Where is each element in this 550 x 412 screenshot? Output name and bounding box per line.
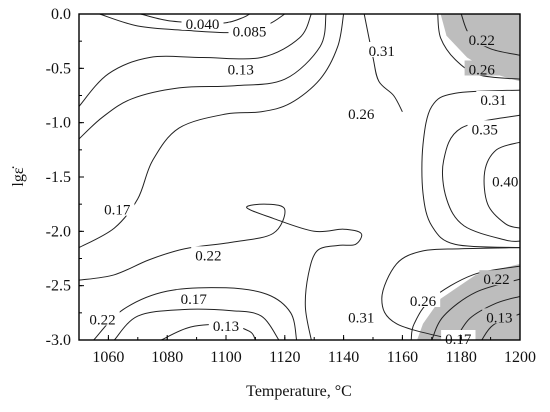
y-tick-label: -1.5: [46, 169, 71, 186]
y-axis: 0.0 -0.5 -1.0 -1.5 -2.0 -2.5 -3.0: [46, 6, 84, 349]
contour-line: [421, 89, 521, 249]
x-tick-label: 1080: [151, 349, 183, 366]
contour-label-bg: [228, 22, 271, 38]
contour-label-bg: [176, 289, 211, 305]
contour-label: 0.26: [410, 294, 437, 310]
contour-labels: 0.040 0.085 0.13 0.31 0.22 0.26 0.31 0.26 0.35 0.…: [85, 14, 523, 348]
contour-label-bg: [464, 31, 499, 47]
contour-label-bg: [405, 292, 441, 307]
y-tick-label: -2.0: [46, 223, 71, 240]
contour-label: 0.13: [486, 310, 512, 326]
y-tick-label: 0.0: [51, 6, 71, 23]
contour-label-bg: [441, 330, 476, 345]
contour-label: 0.17: [104, 203, 131, 219]
contour-label-bg: [479, 270, 514, 286]
y-tick-label: -3.0: [46, 332, 71, 349]
contour-label-bg: [181, 14, 224, 30]
contour-line: [113, 308, 280, 341]
contour-label-bg: [476, 90, 511, 106]
contour-line: [483, 141, 521, 229]
contour-label-bg: [344, 105, 379, 121]
contour-line: [437, 13, 521, 80]
contour-line: [442, 114, 521, 242]
contour-label: 0.085: [233, 25, 267, 41]
x-tick-label: 1120: [269, 349, 300, 366]
contour-label-bg: [208, 317, 244, 332]
contour-label-bg: [191, 246, 226, 262]
x-tick-label: 1140: [328, 349, 359, 366]
y-axis-title: lgε̇: [10, 166, 27, 186]
y-tick-label: -2.5: [46, 278, 71, 295]
contour-label-bg: [467, 120, 502, 136]
contour-lines: [78, 13, 521, 341]
contour-label-bg: [85, 310, 120, 326]
contour-label-bg: [488, 172, 523, 188]
contour-line: [78, 13, 312, 107]
x-axis-title: Temperature, °C: [246, 383, 352, 400]
contour-line: [381, 247, 521, 341]
contour-label: 0.040: [186, 17, 220, 33]
contour-label: 0.31: [348, 310, 374, 326]
contour-label: 0.31: [369, 44, 395, 60]
contour-line: [78, 13, 327, 140]
contour-line: [93, 287, 298, 341]
contour-label: 0.13: [228, 63, 254, 79]
contour-line: [78, 203, 363, 341]
contour-label: 0.31: [480, 93, 506, 109]
contour-label: 0.22: [469, 33, 495, 49]
contour-label: 0.22: [195, 248, 221, 264]
contour-label-bg: [464, 60, 499, 76]
contour-line: [363, 13, 403, 113]
x-tick-label: 1200: [504, 349, 536, 366]
x-tick-label: 1160: [387, 349, 418, 366]
x-tick-label: 1060: [92, 349, 124, 366]
contour-label: 0.17: [181, 292, 208, 308]
x-tick-label: 1100: [210, 349, 241, 366]
contour-label-bg: [364, 42, 399, 57]
contour-label-bg: [223, 60, 258, 76]
x-tick-label: 1180: [445, 349, 476, 366]
contour-label: 0.35: [472, 122, 498, 138]
y-tick-label: -1.0: [46, 115, 71, 132]
contour-label: 0.22: [89, 312, 115, 328]
contour-label-bg: [100, 200, 135, 216]
shaded-region-upper-right: [440, 14, 520, 82]
contour-label: 0.26: [469, 63, 496, 79]
contour-label: 0.13: [213, 319, 239, 335]
contour-label-bg: [344, 308, 379, 324]
contour-label: 0.26: [348, 107, 375, 123]
y-tick-label: -0.5: [46, 60, 71, 77]
x-axis: 1060 1080 1100 1120 1140 1160 1180 1200: [78, 335, 536, 366]
contour-label: 0.22: [483, 272, 509, 288]
contour-label-bg: [482, 308, 517, 324]
contour-label: 0.40: [492, 174, 518, 190]
